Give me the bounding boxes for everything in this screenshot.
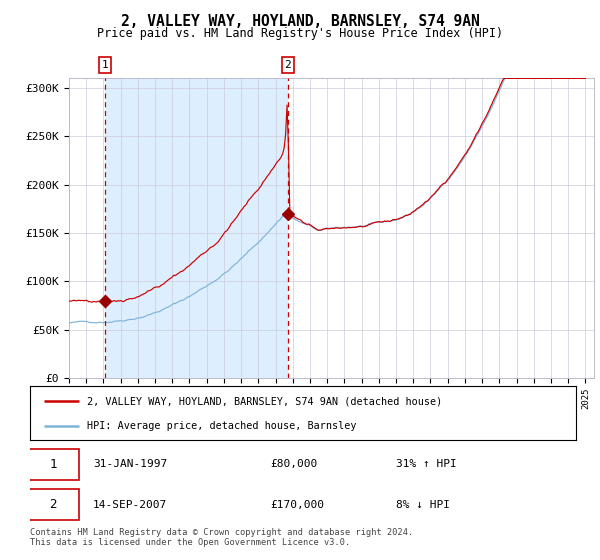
Text: £170,000: £170,000 <box>270 500 324 510</box>
Text: 1: 1 <box>101 60 108 70</box>
Text: 2, VALLEY WAY, HOYLAND, BARNSLEY, S74 9AN (detached house): 2, VALLEY WAY, HOYLAND, BARNSLEY, S74 9A… <box>88 396 443 407</box>
Text: 8% ↓ HPI: 8% ↓ HPI <box>396 500 450 510</box>
Text: 2: 2 <box>284 60 291 70</box>
Bar <box>105 78 288 378</box>
Text: 1: 1 <box>49 458 57 471</box>
Text: 2: 2 <box>49 498 57 511</box>
Text: £80,000: £80,000 <box>270 459 317 469</box>
Text: 31% ↑ HPI: 31% ↑ HPI <box>396 459 457 469</box>
Text: Contains HM Land Registry data © Crown copyright and database right 2024.
This d: Contains HM Land Registry data © Crown c… <box>30 528 413 547</box>
FancyBboxPatch shape <box>27 449 79 480</box>
Text: Price paid vs. HM Land Registry's House Price Index (HPI): Price paid vs. HM Land Registry's House … <box>97 27 503 40</box>
Text: 2, VALLEY WAY, HOYLAND, BARNSLEY, S74 9AN: 2, VALLEY WAY, HOYLAND, BARNSLEY, S74 9A… <box>121 14 479 29</box>
FancyBboxPatch shape <box>27 489 79 520</box>
Text: 31-JAN-1997: 31-JAN-1997 <box>93 459 167 469</box>
Text: 14-SEP-2007: 14-SEP-2007 <box>93 500 167 510</box>
Text: HPI: Average price, detached house, Barnsley: HPI: Average price, detached house, Barn… <box>88 421 357 431</box>
